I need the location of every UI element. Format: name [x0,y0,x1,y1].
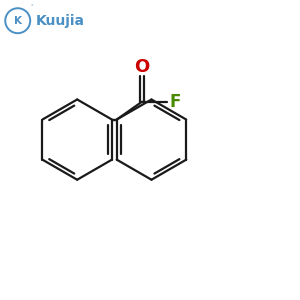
Text: Kuujia: Kuujia [36,14,85,28]
Text: °: ° [30,4,33,9]
Text: O: O [134,58,150,76]
Text: K: K [14,16,22,26]
Text: F: F [169,93,180,111]
